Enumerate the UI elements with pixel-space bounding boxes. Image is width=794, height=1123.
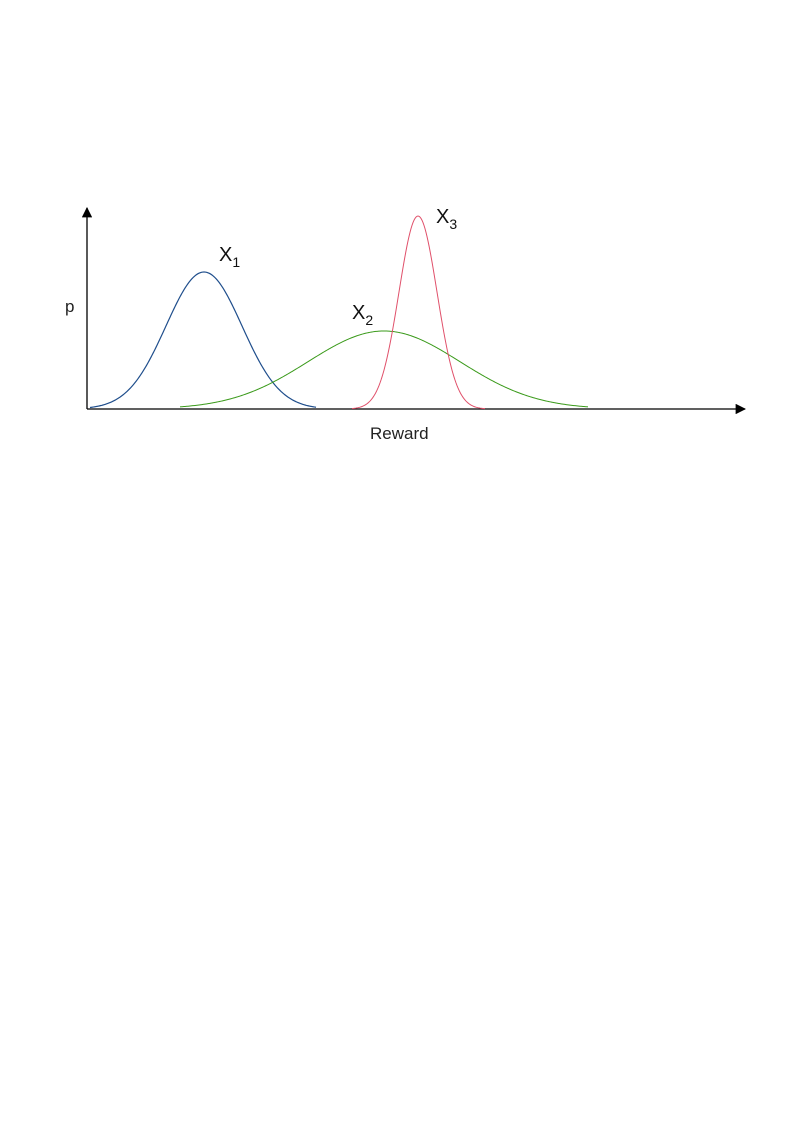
x-axis-label: Reward — [370, 424, 429, 443]
curve-x1 — [89, 271, 317, 409]
curve-label-x2-main: X — [352, 302, 365, 324]
curve-x2 — [179, 330, 589, 408]
curve-x3 — [351, 215, 486, 410]
curve-label-x1-main: X — [219, 244, 232, 266]
curve-label-x2-sub: 2 — [365, 312, 373, 328]
curve-label-x2: X2 — [352, 302, 373, 328]
curve-label-x1: X1 — [219, 244, 240, 270]
curve-label-x3-sub: 3 — [449, 216, 457, 232]
y-axis-label: p — [65, 297, 74, 316]
curve-label-x3: X3 — [436, 206, 457, 232]
curve-label-x1-sub: 1 — [232, 254, 240, 270]
curve-label-x3-main: X — [436, 206, 449, 228]
